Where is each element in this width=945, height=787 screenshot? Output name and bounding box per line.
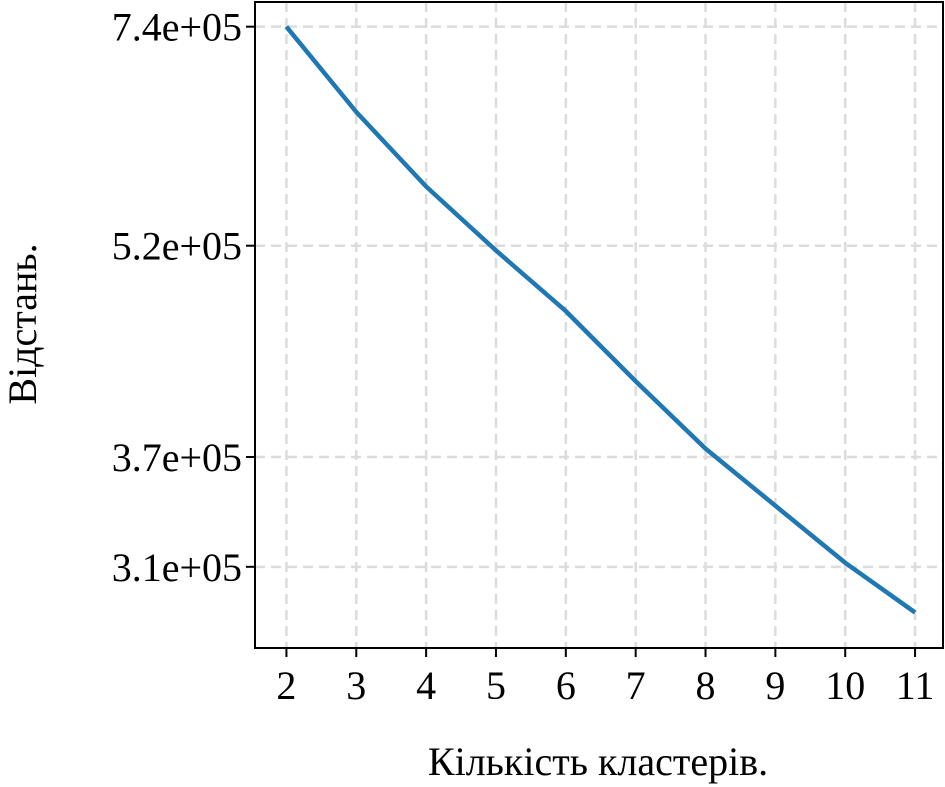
x-tick-label: 11 (896, 663, 935, 708)
plot-frame (254, 1, 944, 649)
series-layer (284, 25, 917, 615)
x-tick-label: 2 (276, 663, 296, 708)
x-axis-label: Кількість кластерів. (428, 739, 768, 784)
x-tick-label: 8 (696, 663, 716, 708)
axis-ticks: 2 3 4 5 6 7 8 9 10 11 7.4e+05 5.2e+05 3.7e+05 3.1e+05 (112, 5, 935, 708)
series-line (284, 25, 917, 615)
x-tick-label: 7 (626, 663, 646, 708)
x-tick-label: 9 (765, 663, 785, 708)
y-tick-label: 3.1e+05 (112, 545, 242, 590)
x-tick-label: 4 (416, 663, 436, 708)
x-tick-label: 3 (346, 663, 366, 708)
x-tick-label: 6 (556, 663, 576, 708)
y-tick-label: 3.7e+05 (112, 435, 242, 480)
y-tick-label: 7.4e+05 (112, 5, 242, 50)
x-tick-label: 5 (486, 663, 506, 708)
x-tick-label: 10 (825, 663, 865, 708)
y-axis-label: Відстань. (0, 243, 45, 404)
y-tick-label: 5.2e+05 (112, 224, 242, 269)
grid (255, 2, 943, 648)
